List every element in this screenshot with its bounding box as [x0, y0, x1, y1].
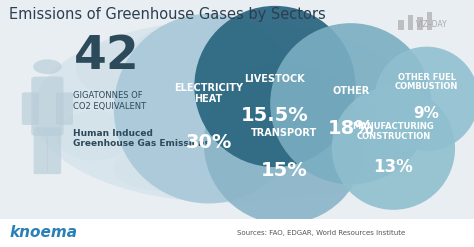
Ellipse shape — [270, 23, 431, 184]
FancyBboxPatch shape — [408, 15, 413, 30]
Text: 15%: 15% — [261, 161, 308, 180]
Text: Human Induced
Greenhouse Gas Emissions: Human Induced Greenhouse Gas Emissions — [73, 129, 210, 148]
FancyBboxPatch shape — [31, 77, 64, 136]
Ellipse shape — [57, 111, 133, 161]
Text: 15.5%: 15.5% — [241, 106, 309, 125]
FancyBboxPatch shape — [56, 92, 73, 125]
Text: knoema: knoema — [9, 225, 77, 240]
Text: 9%: 9% — [414, 106, 439, 121]
Ellipse shape — [194, 163, 280, 203]
Text: Sources: FAO, EDGAR, World Resources Institute: Sources: FAO, EDGAR, World Resources Ins… — [237, 230, 405, 236]
Ellipse shape — [332, 87, 455, 210]
Text: LIVESTOCK: LIVESTOCK — [245, 74, 305, 84]
FancyBboxPatch shape — [398, 20, 404, 30]
FancyBboxPatch shape — [47, 127, 61, 174]
Text: GIGATONNES OF
CO2 EQUIVALENT: GIGATONNES OF CO2 EQUIVALENT — [73, 91, 146, 111]
Text: 18%: 18% — [328, 119, 374, 138]
Ellipse shape — [280, 151, 365, 195]
Ellipse shape — [318, 99, 403, 148]
Text: 42: 42 — [73, 34, 139, 79]
Circle shape — [33, 59, 62, 74]
Ellipse shape — [33, 20, 422, 203]
Ellipse shape — [114, 14, 303, 204]
Text: VIZ–DAY: VIZ–DAY — [416, 20, 447, 29]
Ellipse shape — [204, 63, 365, 224]
Text: 13%: 13% — [374, 158, 413, 176]
Ellipse shape — [308, 52, 393, 96]
Ellipse shape — [194, 6, 356, 167]
Text: Emissions of Greenhouse Gases by Sectors: Emissions of Greenhouse Gases by Sectors — [9, 7, 326, 22]
Ellipse shape — [133, 27, 228, 72]
Ellipse shape — [374, 47, 474, 151]
Text: OTHER: OTHER — [332, 86, 369, 96]
FancyBboxPatch shape — [34, 127, 48, 174]
Ellipse shape — [76, 42, 161, 96]
Text: TRANSPORT: TRANSPORT — [251, 128, 318, 138]
FancyBboxPatch shape — [22, 92, 39, 125]
FancyBboxPatch shape — [0, 219, 474, 247]
Ellipse shape — [265, 35, 351, 74]
FancyBboxPatch shape — [417, 17, 423, 30]
Text: 30%: 30% — [185, 133, 232, 152]
Ellipse shape — [114, 146, 199, 190]
Ellipse shape — [204, 25, 289, 64]
Text: ELECTRICITY
HEAT: ELECTRICITY HEAT — [174, 83, 243, 104]
Text: MANUFACTURING
CONSTRUCTION: MANUFACTURING CONSTRUCTION — [353, 122, 434, 141]
Text: OTHER FUEL
COMBUSTION: OTHER FUEL COMBUSTION — [395, 73, 458, 91]
FancyBboxPatch shape — [427, 12, 432, 30]
